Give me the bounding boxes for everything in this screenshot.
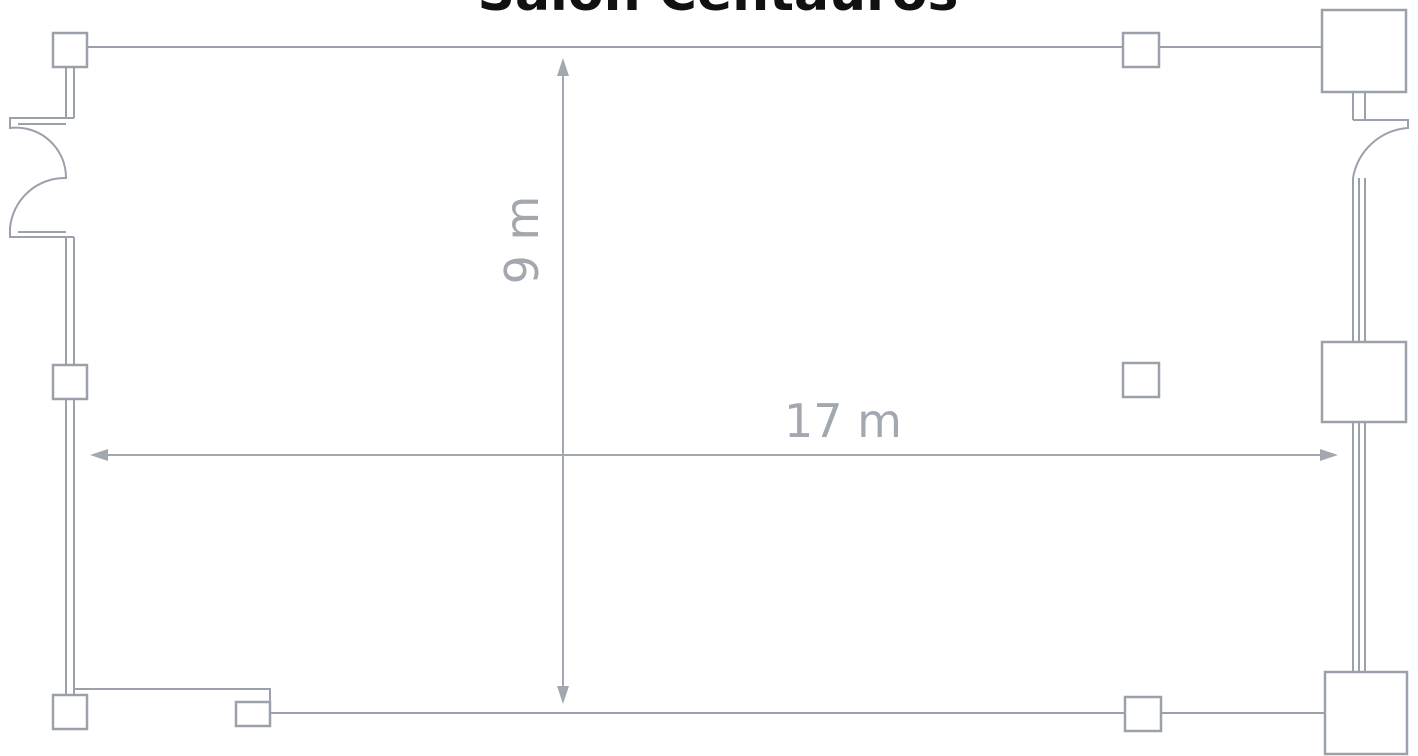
column — [1123, 695, 1163, 733]
walls — [9, 46, 1409, 714]
dimension-lines — [90, 58, 1338, 704]
columns — [51, 8, 1409, 756]
column — [1320, 340, 1408, 424]
column — [51, 363, 89, 401]
column — [1323, 670, 1409, 756]
column — [234, 700, 272, 728]
column — [51, 693, 89, 731]
width-label: 17 m — [784, 394, 902, 448]
height-label: 9 m — [495, 196, 549, 285]
column — [1121, 31, 1161, 69]
column — [1320, 8, 1408, 94]
column — [51, 31, 89, 69]
room-title: Salón Centauros — [478, 0, 959, 23]
column — [1121, 361, 1161, 399]
